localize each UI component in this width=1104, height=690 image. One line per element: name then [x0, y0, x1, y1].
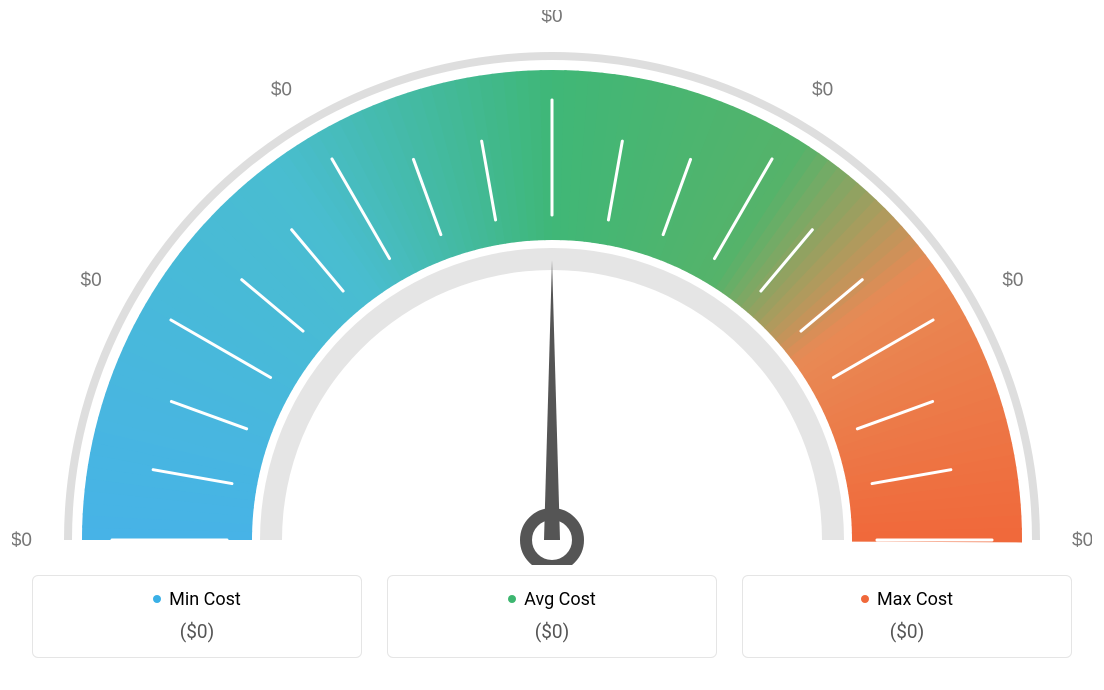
legend-value-max: ($0): [759, 620, 1055, 643]
svg-text:$0: $0: [1002, 270, 1023, 291]
legend-title-min: Min Cost: [153, 589, 241, 610]
svg-text:$0: $0: [812, 80, 833, 101]
legend-card-min: Min Cost ($0): [32, 575, 362, 658]
legend-value-min: ($0): [49, 620, 345, 643]
gauge-chart: $0 $0 $0 $0 $0 $0 $0: [12, 10, 1092, 565]
svg-text:$0: $0: [541, 10, 562, 27]
gauge-chart-container: $0 $0 $0 $0 $0 $0 $0 Min Cost ($0) Avg Cost ($…: [0, 0, 1104, 690]
legend-title-max: Max Cost: [861, 589, 953, 610]
legend-label-max: Max Cost: [877, 589, 953, 610]
legend-dot-avg: [508, 595, 516, 603]
legend-title-avg: Avg Cost: [508, 589, 596, 610]
legend-card-avg: Avg Cost ($0): [387, 575, 717, 658]
legend-dot-max: [861, 595, 869, 603]
svg-text:$0: $0: [81, 270, 102, 291]
legend-dot-min: [153, 595, 161, 603]
svg-text:$0: $0: [271, 80, 292, 101]
legend-label-min: Min Cost: [169, 589, 241, 610]
svg-text:$0: $0: [1072, 530, 1092, 551]
svg-text:$0: $0: [12, 530, 32, 551]
legend-value-avg: ($0): [404, 620, 700, 643]
gauge-svg: $0 $0 $0 $0 $0 $0 $0: [12, 10, 1092, 565]
legend-label-avg: Avg Cost: [524, 589, 596, 610]
legend-row: Min Cost ($0) Avg Cost ($0) Max Cost ($0…: [32, 575, 1072, 658]
legend-card-max: Max Cost ($0): [742, 575, 1072, 658]
